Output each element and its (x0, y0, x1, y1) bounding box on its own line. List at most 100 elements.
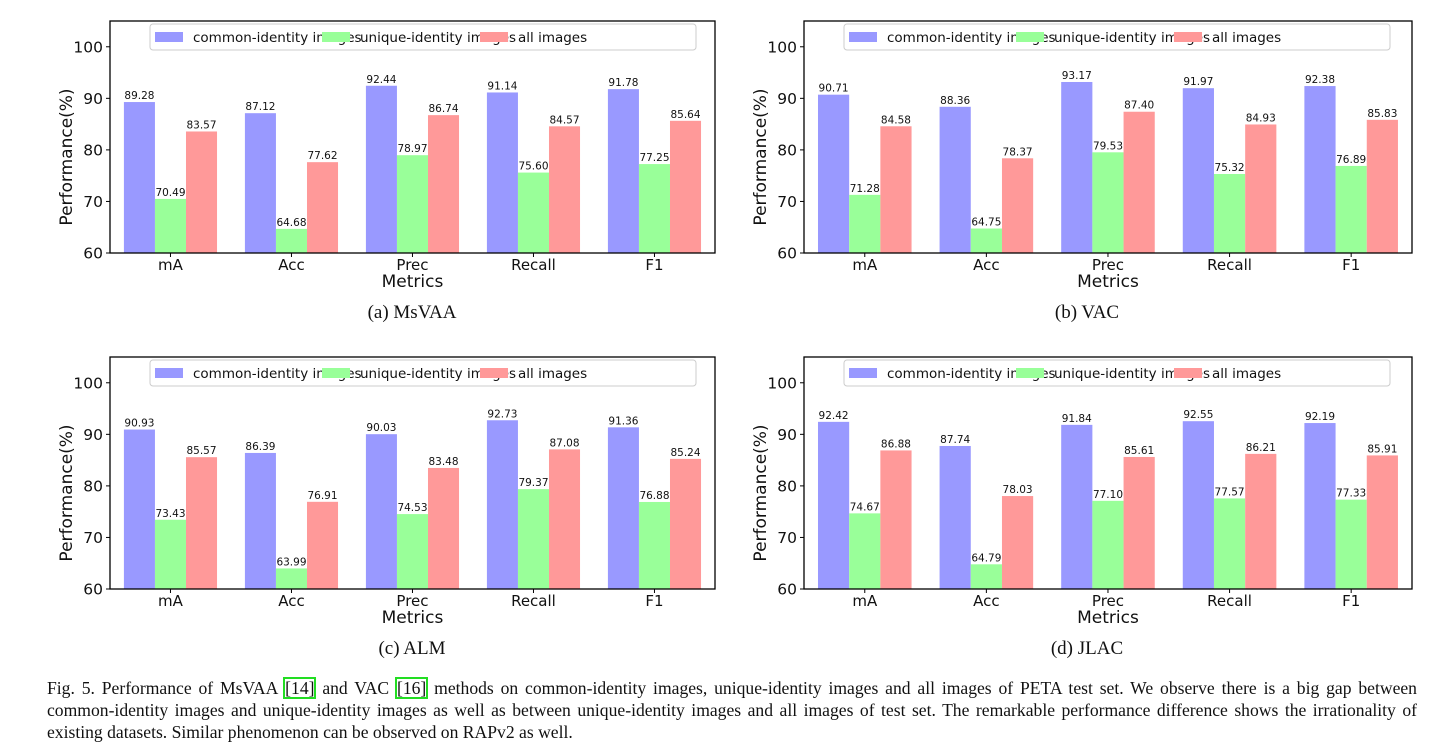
data-label: 78.37 (1003, 146, 1033, 158)
data-label: 86.74 (428, 103, 458, 115)
bar-ma-all (185, 457, 218, 589)
y-axis-label: Performance(%) (57, 88, 77, 225)
data-label: 86.88 (881, 438, 911, 450)
y-tick-label: 60 (777, 245, 797, 263)
bar-f1-unique (638, 501, 670, 589)
y-tick-label: 90 (83, 426, 103, 444)
legend-swatch-unique (1016, 368, 1044, 378)
bar-acc-common (939, 106, 971, 253)
y-tick-label: 100 (73, 374, 103, 392)
bar-acc-all (306, 162, 339, 253)
data-label: 92.42 (819, 410, 849, 422)
bar-f1-unique (1335, 499, 1367, 589)
citation-link-14[interactable]: [14] (283, 677, 317, 699)
y-tick-label: 60 (83, 245, 103, 263)
data-label: 75.32 (1215, 162, 1245, 174)
data-label: 85.61 (1124, 445, 1154, 457)
bar-ma-common (817, 94, 850, 254)
legend-label: all images (518, 30, 587, 46)
x-tick-label: F1 (1342, 256, 1360, 274)
y-tick-label: 60 (83, 581, 103, 599)
data-label: 64.68 (276, 217, 306, 229)
bar-f1-common (1304, 423, 1336, 589)
bar-prec-all (427, 115, 460, 253)
legend-box (149, 359, 697, 387)
bar-acc-unique (970, 564, 1002, 589)
bar-f1-common (607, 89, 639, 254)
data-label: 74.53 (397, 502, 427, 514)
x-tick-label: Acc (973, 592, 1000, 610)
chart-panel-c: 90.93 86.39 90.03 92.73 91.36 73.43 63.99 74.53… (57, 356, 716, 628)
data-label: 64.75 (971, 217, 1001, 229)
data-label: 88.36 (940, 95, 970, 107)
data-label: 83.57 (186, 119, 216, 131)
bar-f1-all (669, 458, 702, 589)
data-label: 85.83 (1367, 108, 1397, 120)
x-tick-label: Recall (511, 592, 556, 610)
data-label: 87.40 (1124, 100, 1154, 112)
data-label: 85.57 (186, 445, 216, 457)
bar-ma-unique (154, 519, 186, 589)
y-tick-label: 70 (83, 193, 103, 211)
y-tick-label: 100 (73, 38, 103, 56)
legend-swatch-common (155, 32, 183, 42)
legend-label: unique-identity images (360, 366, 516, 382)
bar-f1-unique (1335, 165, 1367, 253)
bar-recall-common (486, 92, 518, 254)
bar-acc-all (1001, 496, 1034, 589)
data-label: 86.21 (1246, 442, 1276, 454)
bar-recall-all (1245, 124, 1277, 253)
legend-swatch-all (1174, 32, 1202, 42)
x-tick-label: Prec (396, 256, 428, 274)
legend-swatch-unique (322, 32, 350, 42)
data-label: 91.36 (608, 415, 638, 427)
x-tick-label: Prec (396, 592, 428, 610)
bar-acc-common (244, 452, 276, 589)
bar-prec-all (427, 467, 460, 589)
bar-acc-unique (275, 228, 307, 253)
y-tick-label: 80 (83, 477, 103, 495)
bar-ma-unique (849, 194, 881, 253)
bar-prec-all (1123, 111, 1155, 253)
data-label: 73.43 (155, 508, 185, 520)
bar-recall-common (486, 420, 518, 589)
data-label: 90.03 (366, 422, 396, 434)
citation-link-16[interactable]: [16] (394, 677, 429, 699)
bar-prec-common (365, 85, 397, 253)
bar-prec-common (1061, 424, 1093, 589)
bar-recall-all (1245, 453, 1277, 589)
data-label: 77.10 (1093, 489, 1123, 501)
data-label: 89.28 (124, 90, 154, 102)
data-label: 85.24 (670, 447, 700, 459)
bar-ma-common (123, 102, 155, 253)
legend-swatch-common (849, 32, 877, 42)
bar-prec-unique (396, 155, 428, 253)
data-label: 78.03 (1003, 484, 1033, 496)
chart-panel-b: 90.71 88.36 93.17 91.97 92.38 71.28 64.75 79.53… (751, 20, 1413, 292)
chart-panel-a: 89.28 87.12 92.44 91.14 91.78 70.49 64.68 78.97… (57, 20, 716, 292)
bar-recall-all (548, 126, 581, 253)
legend-swatch-all (1174, 368, 1202, 378)
bar-ma-common (817, 421, 850, 589)
x-tick-label: Acc (278, 256, 305, 274)
y-tick-label: 80 (777, 141, 797, 159)
legend-label: unique-identity images (1054, 30, 1210, 46)
data-label: 77.25 (639, 152, 669, 164)
legend-label: unique-identity images (360, 30, 516, 46)
x-tick-label: Prec (1092, 256, 1124, 274)
y-axis-label: Performance(%) (751, 88, 771, 225)
data-label: 92.73 (487, 408, 517, 420)
data-label: 85.64 (670, 109, 700, 121)
legend-swatch-unique (1016, 32, 1044, 42)
data-label: 92.55 (1183, 409, 1213, 421)
y-tick-label: 80 (777, 477, 797, 495)
data-label: 92.44 (366, 74, 396, 86)
legend-label: all images (518, 366, 587, 382)
bar-acc-unique (275, 568, 307, 589)
legend-label: all images (1212, 366, 1281, 382)
legend-label: common-identity images (193, 366, 362, 382)
y-axis-label: Performance(%) (751, 424, 771, 561)
x-tick-label: F1 (1342, 592, 1360, 610)
